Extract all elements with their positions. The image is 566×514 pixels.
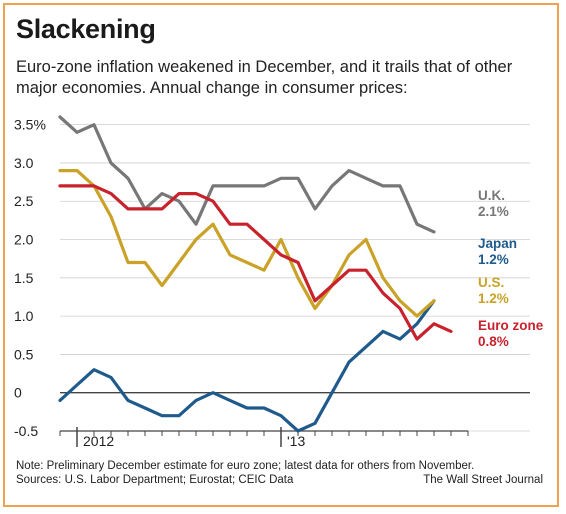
chart-subtitle: Euro-zone inflation weakened in December… [16, 58, 513, 97]
series-line-euro-zone [58, 184, 453, 341]
y-tick-label: 3.5% [14, 117, 46, 133]
note-text: Note: Preliminary December estimate for … [16, 460, 475, 472]
footnote: Note: Preliminary December estimate for … [16, 459, 551, 487]
x-tick-label: 2012 [83, 433, 114, 449]
series-label: U.S. [478, 275, 504, 290]
y-tick-label: 2.5 [14, 193, 34, 209]
series-line-u-s [58, 169, 436, 318]
y-tick-label: 0 [14, 385, 22, 401]
y-tick-label: 2.0 [14, 232, 34, 248]
series-value-label: 1.2% [478, 252, 509, 267]
series-line-japan [58, 299, 436, 433]
series-label: Euro zone [478, 318, 544, 333]
chart-title: Slackening [16, 14, 156, 44]
sources-text: Sources: U.S. Labor Department; Eurostat… [16, 474, 294, 486]
series-line-u-k [58, 115, 436, 234]
x-tick-label: '13 [287, 433, 305, 449]
series-label: U.K. [478, 188, 505, 203]
y-tick-label: 1.5 [14, 270, 34, 286]
y-tick-label: 1.0 [14, 308, 34, 324]
series-value-label: 0.8% [478, 334, 509, 349]
series-value-label: 1.2% [478, 291, 509, 306]
y-tick-label: 3.0 [14, 155, 34, 171]
series-label: Japan [478, 236, 517, 251]
credit-text: The Wall Street Journal [423, 474, 543, 486]
y-tick-label: 0.5 [14, 346, 34, 362]
y-tick-label: -0.5 [14, 423, 38, 439]
series-value-label: 2.1% [478, 204, 509, 219]
